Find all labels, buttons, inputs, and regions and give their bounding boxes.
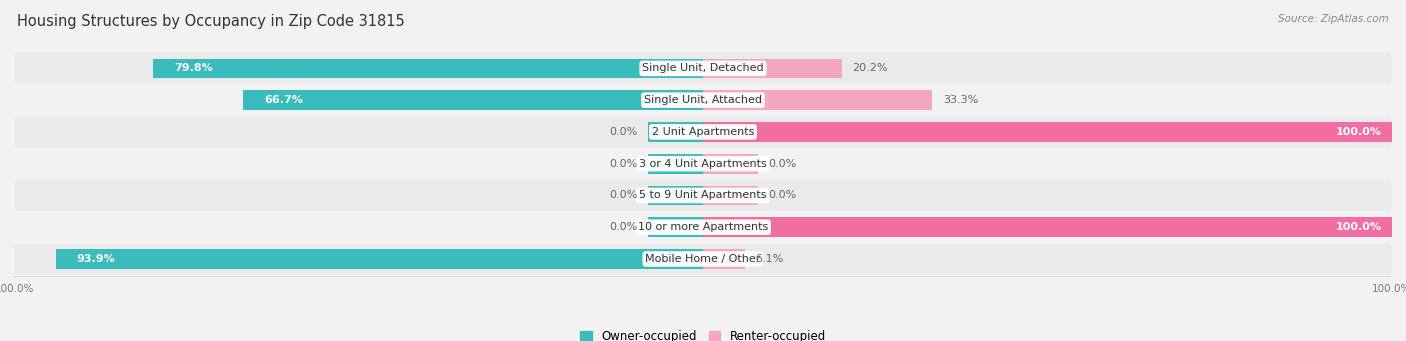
Text: Single Unit, Attached: Single Unit, Attached bbox=[644, 95, 762, 105]
Text: 10 or more Apartments: 10 or more Apartments bbox=[638, 222, 768, 232]
Text: 93.9%: 93.9% bbox=[77, 254, 115, 264]
Legend: Owner-occupied, Renter-occupied: Owner-occupied, Renter-occupied bbox=[575, 325, 831, 341]
FancyBboxPatch shape bbox=[14, 212, 1392, 242]
Text: Single Unit, Detached: Single Unit, Detached bbox=[643, 63, 763, 73]
Bar bbox=[703, 217, 1392, 237]
Bar bbox=[703, 154, 758, 174]
Text: 66.7%: 66.7% bbox=[264, 95, 304, 105]
Text: 2 Unit Apartments: 2 Unit Apartments bbox=[652, 127, 754, 137]
Text: 0.0%: 0.0% bbox=[769, 159, 797, 169]
Text: Housing Structures by Occupancy in Zip Code 31815: Housing Structures by Occupancy in Zip C… bbox=[17, 14, 405, 29]
Bar bbox=[703, 122, 1392, 142]
Text: 5 to 9 Unit Apartments: 5 to 9 Unit Apartments bbox=[640, 190, 766, 201]
Text: 0.0%: 0.0% bbox=[609, 127, 637, 137]
Bar bbox=[703, 186, 758, 205]
Text: 3 or 4 Unit Apartments: 3 or 4 Unit Apartments bbox=[640, 159, 766, 169]
FancyBboxPatch shape bbox=[14, 117, 1392, 147]
FancyBboxPatch shape bbox=[14, 53, 1392, 84]
FancyBboxPatch shape bbox=[14, 148, 1392, 179]
Bar bbox=[56, 249, 703, 269]
Text: 79.8%: 79.8% bbox=[174, 63, 212, 73]
Text: 0.0%: 0.0% bbox=[609, 222, 637, 232]
Text: 0.0%: 0.0% bbox=[609, 159, 637, 169]
Text: 0.0%: 0.0% bbox=[609, 190, 637, 201]
Bar bbox=[648, 186, 703, 205]
Bar bbox=[243, 90, 703, 110]
Bar bbox=[703, 249, 745, 269]
Text: 20.2%: 20.2% bbox=[852, 63, 889, 73]
FancyBboxPatch shape bbox=[14, 180, 1392, 211]
Text: 0.0%: 0.0% bbox=[769, 190, 797, 201]
Text: 33.3%: 33.3% bbox=[943, 95, 979, 105]
Bar bbox=[703, 59, 842, 78]
Text: Mobile Home / Other: Mobile Home / Other bbox=[645, 254, 761, 264]
Text: 100.0%: 100.0% bbox=[1336, 127, 1382, 137]
Bar bbox=[153, 59, 703, 78]
Bar bbox=[648, 122, 703, 142]
FancyBboxPatch shape bbox=[14, 243, 1392, 275]
Text: Source: ZipAtlas.com: Source: ZipAtlas.com bbox=[1278, 14, 1389, 24]
Bar bbox=[648, 217, 703, 237]
FancyBboxPatch shape bbox=[14, 85, 1392, 116]
Bar bbox=[703, 90, 932, 110]
Bar bbox=[648, 154, 703, 174]
Text: 6.1%: 6.1% bbox=[755, 254, 783, 264]
Text: 100.0%: 100.0% bbox=[1336, 222, 1382, 232]
